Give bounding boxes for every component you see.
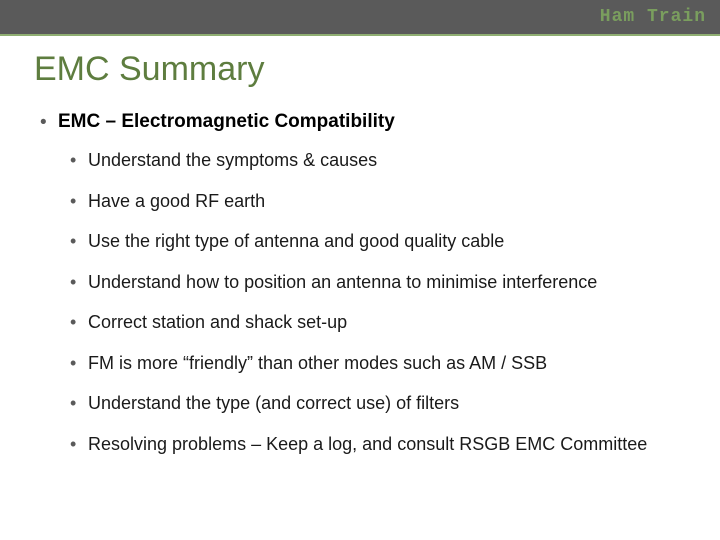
bullet-text: Have a good RF earth — [88, 191, 265, 211]
list-item: • Understand how to position an antenna … — [70, 271, 670, 294]
bullet-text: Understand the symptoms & causes — [88, 150, 377, 170]
bullet-icon: • — [70, 352, 76, 375]
bullet-icon: • — [70, 271, 76, 294]
bullet-icon: • — [70, 230, 76, 253]
list-item: • Have a good RF earth — [70, 190, 670, 213]
list-item: • Use the right type of antenna and good… — [70, 230, 670, 253]
bullet-text: Use the right type of antenna and good q… — [88, 231, 504, 251]
bullet-icon: • — [70, 190, 76, 213]
list-item: • Understand the symptoms & causes — [70, 149, 670, 172]
list-item: • Understand the type (and correct use) … — [70, 392, 670, 415]
bullet-text: Resolving problems – Keep a log, and con… — [88, 434, 647, 454]
bullet-icon: • — [70, 392, 76, 415]
list-item: • Resolving problems – Keep a log, and c… — [70, 433, 670, 456]
bullet-text: Correct station and shack set-up — [88, 312, 347, 332]
level1-text: EMC – Electromagnetic Compatibility — [58, 111, 395, 132]
bullet-text: Understand the type (and correct use) of… — [88, 393, 459, 413]
bullet-text: FM is more “friendly” than other modes s… — [88, 353, 547, 373]
brand-label: Ham Train — [600, 7, 706, 27]
list-item: • Correct station and shack set-up — [70, 311, 670, 334]
list-item-level1: • EMC – Electromagnetic Compatibility — [40, 111, 686, 133]
list-item: • FM is more “friendly” than other modes… — [70, 352, 670, 375]
header-bar: Ham Train — [0, 0, 720, 34]
bullet-icon: • — [40, 112, 47, 134]
slide-content: EMC Summary • EMC – Electromagnetic Comp… — [0, 36, 720, 455]
bullet-icon: • — [70, 311, 76, 334]
bullet-icon: • — [70, 149, 76, 172]
bullet-icon: • — [70, 433, 76, 456]
bullet-text: Understand how to position an antenna to… — [88, 272, 597, 292]
page-title: EMC Summary — [34, 50, 686, 89]
